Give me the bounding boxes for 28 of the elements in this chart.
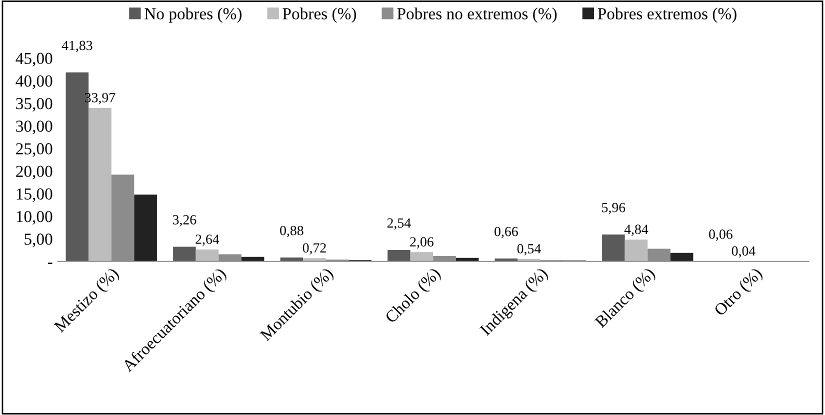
y-tick-label: 25,00: [16, 143, 52, 157]
y-tick-label: 10,00: [16, 210, 52, 225]
data-label: 2,54: [387, 218, 411, 230]
y-tick-label: 20,00: [16, 166, 52, 180]
data-label: 5,96: [602, 202, 626, 214]
y-tick-label: 30,00: [16, 120, 52, 134]
data-label: 0,66: [494, 226, 518, 238]
data-label: 3,26: [172, 215, 196, 226]
y-tick-label: 15,00: [16, 188, 52, 202]
legend-label: Pobres no extremos (%): [397, 8, 557, 23]
x-tick-label: Otro (%): [713, 266, 766, 319]
data-label: 2,64: [196, 234, 220, 246]
data-label: 0,72: [302, 243, 326, 255]
y-tick-label: 45,00: [16, 52, 52, 66]
y-tick-label: 35,00: [16, 98, 52, 112]
data-label: 0,04: [732, 246, 756, 258]
data-label: 0,54: [517, 244, 541, 256]
y-tick-label: -: [48, 262, 52, 264]
data-label: 0,06: [709, 230, 732, 241]
data-label: 41,83: [62, 40, 92, 52]
data-label: 4,84: [624, 224, 648, 236]
y-tick-label: 5,00: [24, 234, 52, 248]
legend-label: Pobres extremos (%): [598, 8, 736, 23]
y-tick-label: 40,00: [16, 75, 52, 90]
legend-label: No pobres (%): [144, 8, 242, 23]
data-label: 0,88: [280, 226, 304, 238]
data-label: 2,06: [410, 237, 434, 249]
legend-label: Pobres (%): [282, 8, 356, 23]
